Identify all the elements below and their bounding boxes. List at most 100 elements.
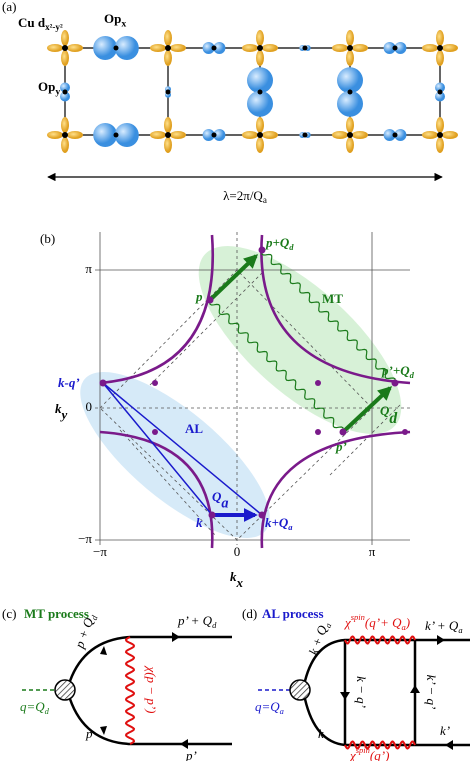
cu-orbital <box>352 44 368 52</box>
cu-label-part: Cu <box>18 15 38 30</box>
line-label: k <box>318 726 324 741</box>
cu-orbital <box>61 30 69 46</box>
point-label-part: a <box>288 522 293 532</box>
o-atom <box>302 132 308 138</box>
o-orbital <box>202 129 215 141</box>
propagator-label-part: a <box>401 622 405 632</box>
o-orbital <box>114 36 139 60</box>
process-title: MT process <box>24 606 89 621</box>
line-label: k + Qa <box>306 619 334 657</box>
cu-orbital <box>164 30 172 46</box>
cu-orbital <box>67 131 83 139</box>
cu-orbital <box>47 131 63 139</box>
vector-label: Qd <box>380 403 397 427</box>
cu-orbital <box>164 117 172 133</box>
point-label: p’+Qd <box>381 363 415 380</box>
cu-orbital <box>346 117 354 133</box>
cu-atom <box>62 45 68 51</box>
cu-atom <box>347 132 353 138</box>
point-label-part: d <box>289 242 294 252</box>
opx-label: Opx <box>104 11 126 30</box>
cu-atom <box>165 132 171 138</box>
line-label-part: a <box>322 622 333 629</box>
x-axis-label: kx <box>230 569 244 590</box>
cu-orbital <box>332 44 348 52</box>
line-label-part: p’ + Q <box>177 613 213 628</box>
y-tick-label: 0 <box>86 399 93 414</box>
line-label-part: d <box>212 620 217 630</box>
cu-orbital <box>164 137 172 153</box>
cu-orbital <box>262 131 278 139</box>
cu-orbital <box>256 30 264 46</box>
boson-label-part: q=Q <box>255 699 280 714</box>
propagator-label: χ(p − p’) <box>144 665 159 714</box>
o-orbital <box>213 129 226 141</box>
o-orbital <box>394 129 407 141</box>
panel-b <box>80 232 411 549</box>
o-atom <box>392 45 398 51</box>
propagator-label-part: ) <box>405 615 410 630</box>
vector-label-part: Q <box>380 403 390 418</box>
propagator-label-part: χ <box>348 748 356 761</box>
y-tick-label: −π <box>78 531 92 546</box>
o-orbital <box>213 42 226 54</box>
propagator-label: χspin(q’+ Qa) <box>343 612 410 632</box>
point-label: p <box>195 289 203 304</box>
panel-label: (d) <box>242 606 257 621</box>
o-atom <box>347 89 353 95</box>
o-orbital <box>60 82 70 93</box>
o-orbital <box>435 91 445 102</box>
o-orbital <box>93 123 118 147</box>
o-orbital <box>114 123 139 147</box>
line-label: k’ − q’ <box>424 675 439 710</box>
o-atom <box>113 45 119 51</box>
cu-orbital <box>242 131 258 139</box>
propagator-label-part: χ <box>343 615 351 630</box>
o-orbital <box>93 36 118 60</box>
x-axis-label-part: x <box>236 575 244 590</box>
points <box>99 246 408 519</box>
boson-label-part: a <box>280 706 284 716</box>
cu-orbital <box>256 50 264 66</box>
cu-atom <box>62 132 68 138</box>
line-label-part: k’ + Q <box>425 618 459 633</box>
cu-orbital <box>442 44 458 52</box>
cu-orbital <box>442 131 458 139</box>
opx-label-part: x <box>121 19 126 30</box>
cu-orbital <box>346 137 354 153</box>
cu-orbital <box>61 117 69 133</box>
o-orbital <box>337 67 363 94</box>
cu-orbital <box>262 44 278 52</box>
point-label: p+Qd <box>265 235 294 252</box>
cu-orbital <box>436 50 444 66</box>
panel-label: (b) <box>40 231 55 246</box>
o-orbital <box>435 82 445 93</box>
point-label: k+Qa <box>265 515 293 532</box>
cu-orbital <box>67 44 83 52</box>
x-tick-label: 0 <box>234 544 241 559</box>
cu-orbital <box>436 117 444 133</box>
cu-orbital <box>352 131 368 139</box>
o-orbital <box>247 90 273 117</box>
cu-orbital <box>256 117 264 133</box>
mt-region <box>198 246 402 434</box>
boson-label-part: q=Q <box>20 699 45 714</box>
o-orbital <box>337 90 363 117</box>
cu-orbital <box>436 137 444 153</box>
cu-orbital <box>256 137 264 153</box>
o-atom <box>302 45 308 51</box>
cu-atom <box>437 45 443 51</box>
o-orbital <box>247 67 273 94</box>
cu-orbital <box>170 131 186 139</box>
o-atom <box>211 45 217 51</box>
region-label: AL <box>185 421 203 436</box>
propagator-label-part: spin <box>351 612 365 622</box>
cu-orbital <box>150 44 166 52</box>
line-label: p’ + Qd <box>177 613 217 630</box>
line-label: k’ + Qa <box>425 618 463 635</box>
cu-orbital <box>346 50 354 66</box>
propagator-label: χspin(q’) <box>348 745 389 761</box>
cu-orbital <box>164 50 172 66</box>
o-orbital <box>383 129 396 141</box>
region-label: MT <box>322 291 343 306</box>
